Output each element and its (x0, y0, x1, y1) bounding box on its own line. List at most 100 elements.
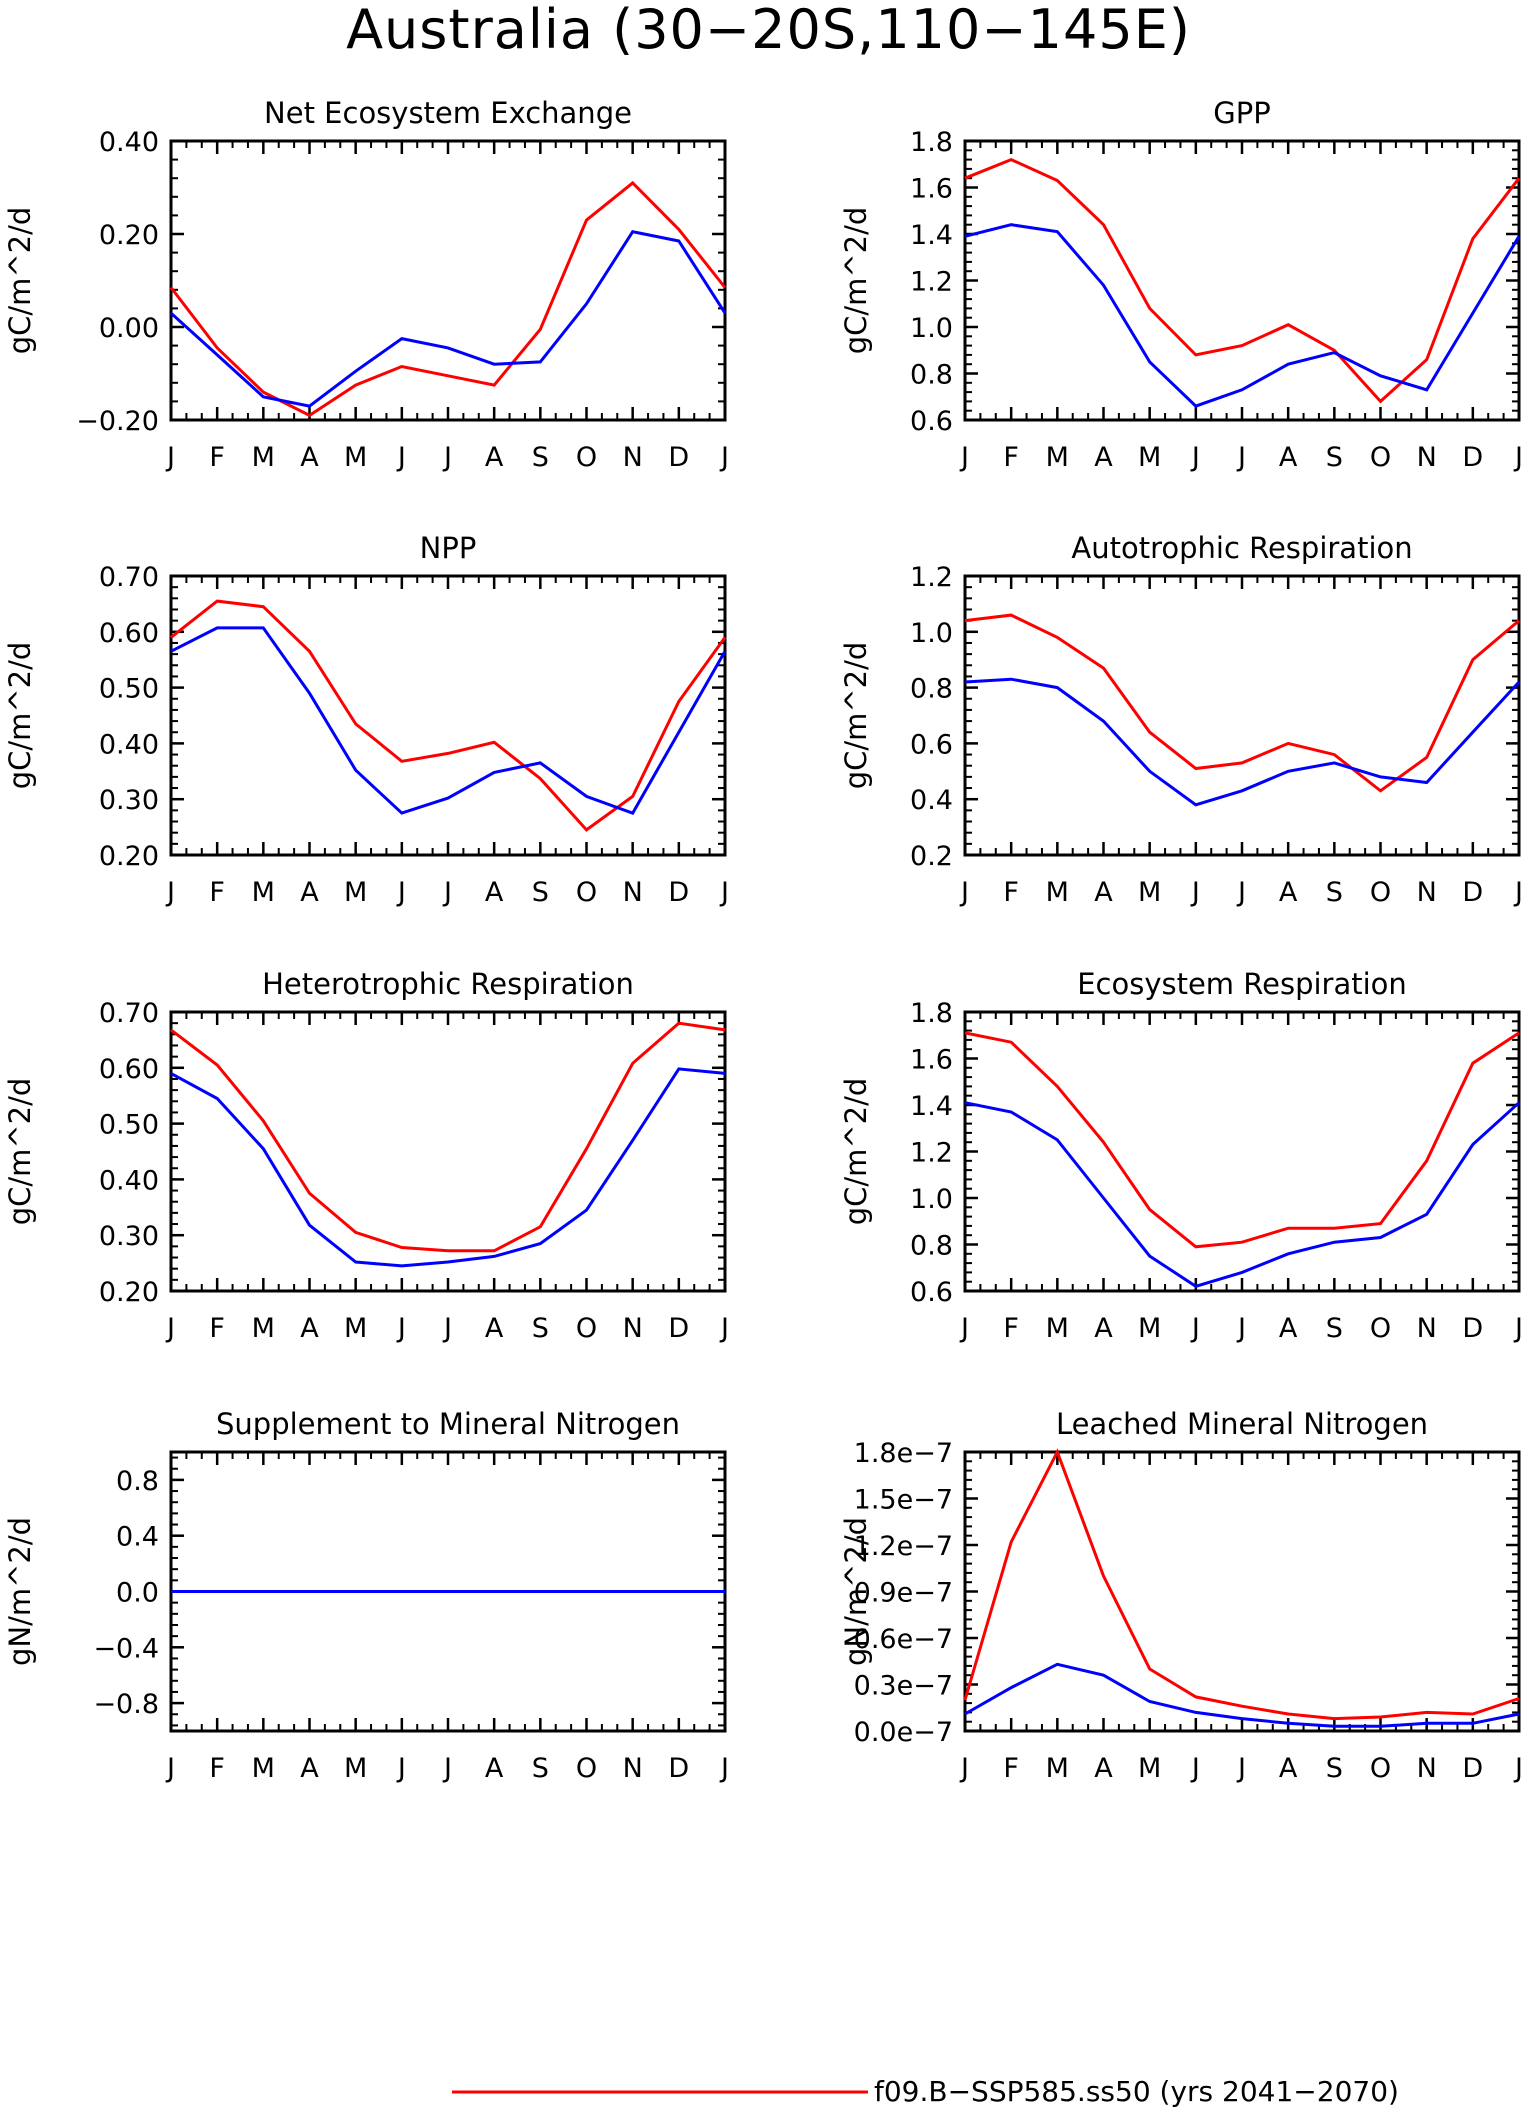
panel-8: J F M A M J J A S O N D J0.0e−70.3e−70.6e−70.9e−71.2… (839, 1407, 1523, 1784)
y-axis-label: gC/m^2/d (3, 642, 37, 790)
plot-frame (963, 574, 1521, 857)
x-tick-label: A (485, 442, 504, 473)
legend: f09.B−SSP585.ss50 (yrs 2041−2070) (452, 2075, 1399, 2108)
y-tick-label: 1.2e−7 (854, 1531, 953, 1562)
x-tick-label: A (485, 1753, 504, 1784)
x-tick-label: S (532, 1313, 549, 1344)
x-tick-label: M (1138, 877, 1161, 908)
x-tick-label: O (576, 877, 597, 908)
x-tick-label: N (1417, 1753, 1437, 1784)
y-tick-label: 1.0 (910, 313, 953, 344)
y-tick-label: 1.8 (910, 998, 953, 1029)
x-tick-label: J (1190, 877, 1200, 908)
x-tick-label: D (668, 442, 689, 473)
x-tick-label: S (532, 1753, 549, 1784)
panel-title: NPP (420, 531, 477, 565)
x-tick-label: O (576, 442, 597, 473)
x-tick-label: J (1236, 1753, 1246, 1784)
y-tick-label: −0.4 (93, 1633, 159, 1664)
x-tick-label: J (959, 877, 969, 908)
x-tick-label: J (719, 1753, 729, 1784)
x-tick-label: S (1326, 877, 1343, 908)
panel-5: J F M A M J J A S O N D J0.200.300.400.500.600.70Het… (3, 967, 729, 1344)
x-tick-label: N (623, 877, 643, 908)
x-tick-label: J (1513, 442, 1523, 473)
x-tick-label: M (252, 1753, 275, 1784)
y-tick-label: 0.3e−7 (854, 1671, 953, 1702)
x-tick-label: A (1279, 1313, 1298, 1344)
panel-6: J F M A M J J A S O N D J0.60.81.01.21.41.61.8Ecosys… (839, 967, 1523, 1344)
y-tick-label: 0.20 (99, 1277, 159, 1308)
x-tick-label: M (1046, 1753, 1069, 1784)
panel-title: Supplement to Mineral Nitrogen (216, 1407, 680, 1441)
x-tick-label: J (719, 1313, 729, 1344)
x-tick-label: S (1326, 1313, 1343, 1344)
x-tick-label: M (344, 442, 367, 473)
x-tick-label: J (1513, 1313, 1523, 1344)
x-tick-label: J (1236, 877, 1246, 908)
x-tick-label: M (344, 1313, 367, 1344)
y-tick-label: 0.50 (99, 1110, 159, 1141)
x-tick-label: D (668, 1313, 689, 1344)
y-tick-label: 0.6e−7 (854, 1624, 953, 1655)
x-tick-label: M (252, 442, 275, 473)
y-axis-label: gC/m^2/d (839, 642, 873, 790)
y-tick-label: 1.2 (910, 267, 953, 298)
y-tick-label: 0.60 (99, 618, 159, 649)
x-tick-label: M (1138, 442, 1161, 473)
x-tick-label: A (1279, 442, 1298, 473)
y-tick-label: 0.70 (99, 562, 159, 593)
y-tick-label: 1.4 (910, 1091, 953, 1122)
x-tick-label: D (668, 1753, 689, 1784)
x-tick-label: A (1094, 442, 1113, 473)
panel-2: J F M A M J J A S O N D J0.60.81.01.21.41.61.8GPPgC/… (839, 96, 1523, 473)
x-tick-label: A (1094, 1753, 1113, 1784)
x-tick-label: F (1003, 1313, 1019, 1344)
x-tick-label: J (442, 442, 452, 473)
x-tick-label: D (1462, 1753, 1483, 1784)
panel-title: Ecosystem Respiration (1077, 967, 1407, 1001)
y-tick-label: 0.8 (910, 360, 953, 391)
x-tick-label: S (532, 442, 549, 473)
figure-title: Australia (30−20S,110−145E) (346, 0, 1191, 61)
plot-frame (963, 1010, 1521, 1293)
x-tick-label: M (252, 877, 275, 908)
y-axis-label: gC/m^2/d (839, 1078, 873, 1226)
y-axis-label: gC/m^2/d (839, 207, 873, 355)
x-tick-label: N (623, 442, 643, 473)
plot-frame (963, 1450, 1521, 1733)
x-tick-label: J (1513, 877, 1523, 908)
y-tick-label: 0.6 (910, 729, 953, 760)
y-tick-label: 0.0 (116, 1578, 159, 1609)
x-tick-label: M (1046, 877, 1069, 908)
y-tick-label: 0.9e−7 (854, 1578, 953, 1609)
y-tick-label: 0.40 (99, 1165, 159, 1196)
y-tick-label: 0.8 (910, 674, 953, 705)
series-line-blue (964, 1101, 1521, 1288)
x-tick-label: F (1003, 442, 1019, 473)
series-line-blue (170, 626, 727, 815)
y-tick-label: 0.6 (910, 1277, 953, 1308)
panel-7: J F M A M J J A S O N D J−0.8−0.40.00.40.8Supplement… (3, 1407, 729, 1784)
x-tick-label: J (719, 877, 729, 908)
y-tick-label: 1.2 (910, 1138, 953, 1169)
x-tick-label: A (485, 1313, 504, 1344)
panel-title: Autotrophic Respiration (1071, 531, 1412, 565)
panel-title: Leached Mineral Nitrogen (1056, 1407, 1428, 1441)
x-tick-label: J (165, 877, 175, 908)
y-tick-label: 0.30 (99, 785, 159, 816)
series-line-red (170, 599, 727, 832)
x-tick-label: J (396, 1753, 406, 1784)
panel-title: Net Ecosystem Exchange (264, 96, 632, 130)
series-line-red (963, 1448, 1520, 1721)
series-line-blue (964, 223, 1521, 408)
x-tick-label: J (1236, 1313, 1246, 1344)
x-tick-label: J (396, 442, 406, 473)
y-tick-label: 0.00 (99, 313, 159, 344)
y-tick-label: −0.20 (76, 406, 159, 437)
y-tick-label: 1.2 (910, 562, 953, 593)
x-tick-label: A (300, 442, 319, 473)
x-tick-label: N (1417, 1313, 1437, 1344)
